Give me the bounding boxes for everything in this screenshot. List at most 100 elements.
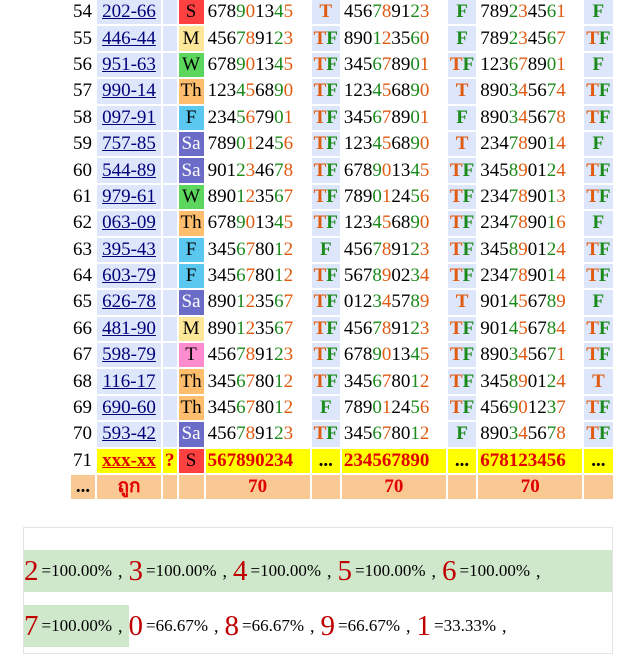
- code-link[interactable]: 446-44: [102, 27, 156, 49]
- digit-char: 2: [245, 291, 256, 313]
- digit-char: 9: [400, 106, 411, 128]
- code-link[interactable]: 544-89: [102, 159, 156, 181]
- digit-char: 3: [283, 344, 294, 366]
- digit-char: 1: [264, 27, 275, 49]
- false-mark: F: [326, 317, 338, 339]
- code-link[interactable]: 116-17: [102, 370, 156, 392]
- digit-char: 1: [419, 106, 430, 128]
- digit-char: 4: [499, 212, 509, 234]
- stats-line-2: 7 =100.00%, 0 =66.67%, 8 =66.67%, 9 =66.67%, 1 =3…: [24, 605, 612, 647]
- digits-cell: 789012456: [341, 184, 446, 210]
- day-badge: F: [178, 237, 204, 262]
- digit-char: 8: [362, 159, 373, 181]
- code-link[interactable]: xxx-xx: [102, 449, 156, 471]
- digit-char: 2: [353, 133, 363, 155]
- digit-char: 5: [353, 317, 363, 339]
- digit-char: 9: [236, 53, 246, 75]
- digits-cell: 678901345: [205, 0, 310, 25]
- digit-char: 0: [283, 80, 294, 102]
- false-mark: F: [462, 265, 475, 287]
- digit-char: 1: [410, 370, 420, 392]
- code-link[interactable]: 626-78: [102, 291, 156, 313]
- digit-char: 3: [362, 212, 373, 234]
- digit-char: 4: [410, 344, 420, 366]
- digit-char: 9: [489, 344, 500, 366]
- digit-char: 7: [508, 265, 519, 287]
- stat-separator: ,: [406, 615, 411, 636]
- results-table: 54 202-66 S 678901345 T 456789123 F 789234561 F 5…: [69, 0, 615, 501]
- spacer-cell: [163, 26, 177, 51]
- code-link[interactable]: 690-60: [102, 397, 156, 419]
- digit-char: 1: [537, 370, 547, 392]
- code-link[interactable]: 951-63: [102, 53, 156, 75]
- digit-char: 1: [527, 397, 538, 419]
- digit-char: 4: [343, 238, 354, 260]
- digit-char: 2: [217, 80, 227, 102]
- digit-char: 8: [480, 80, 490, 102]
- code-link[interactable]: 481-90: [102, 317, 156, 339]
- digits-cell: 456789123: [205, 343, 310, 368]
- false-mark: F: [598, 397, 611, 419]
- result-tf-cell: F: [311, 237, 340, 262]
- code-link[interactable]: 598-79: [102, 344, 156, 366]
- digit-char: 5: [245, 80, 256, 102]
- digit-char: 9: [362, 397, 373, 419]
- code-link[interactable]: 603-79: [102, 265, 156, 287]
- stat-digit: 3: [128, 554, 144, 587]
- digit-char: 0: [274, 106, 284, 128]
- digit-char: 9: [410, 133, 420, 155]
- digit-char: 6: [391, 133, 401, 155]
- digit-char: 6: [274, 185, 284, 207]
- code-cell: 395-43: [97, 237, 161, 262]
- digit-char: 8: [400, 80, 411, 102]
- stat-percent: =33.33%: [434, 616, 496, 635]
- digit-char: 5: [283, 1, 294, 23]
- false-mark: F: [456, 106, 468, 128]
- code-link[interactable]: 757-85: [102, 133, 156, 155]
- true-mark: T: [313, 291, 327, 313]
- false-mark: F: [592, 212, 605, 234]
- true-mark: T: [449, 185, 463, 207]
- code-link[interactable]: 202-66: [102, 1, 156, 23]
- digit-char: 6: [236, 370, 246, 392]
- row-number: 55: [71, 26, 95, 51]
- spacer-cell: [163, 0, 177, 25]
- digit-char: 9: [391, 1, 401, 23]
- false-mark: F: [326, 53, 338, 75]
- stat-separator: ,: [214, 615, 219, 636]
- result-tf-cell: TF: [447, 395, 477, 421]
- digit-char: 0: [419, 133, 430, 155]
- digit-char: 0: [419, 27, 430, 49]
- code-link[interactable]: 097-91: [102, 106, 156, 128]
- code-link[interactable]: 990-14: [102, 80, 156, 102]
- footer-row: ... ถูก 70 70 70: [71, 475, 613, 500]
- digit-char: 3: [283, 27, 294, 49]
- digit-char: 1: [255, 1, 265, 23]
- digits-cell: 678901345: [205, 52, 310, 78]
- digit-char: 5: [264, 291, 275, 313]
- digits-cell: 123456890: [205, 79, 310, 104]
- footer-label: ถูก: [97, 475, 161, 500]
- digit-char: 4: [207, 423, 218, 445]
- digit-char: 7: [217, 212, 227, 234]
- digit-char: 4: [274, 212, 284, 234]
- code-link[interactable]: 063-09: [102, 212, 156, 234]
- stat-percent: =66.67%: [242, 616, 304, 635]
- digit-char: 6: [391, 80, 401, 102]
- true-mark: T: [313, 159, 327, 181]
- digit-char: 7: [480, 1, 490, 23]
- code-link[interactable]: 395-43: [102, 238, 156, 260]
- digit-char: 7: [381, 423, 392, 445]
- digit-char: 0: [499, 344, 509, 366]
- ellipsis-cell: ...: [447, 448, 477, 474]
- code-link[interactable]: 979-61: [102, 185, 156, 207]
- code-link[interactable]: 593-42: [102, 423, 156, 445]
- false-mark: F: [598, 185, 611, 207]
- stat-separator: ,: [327, 560, 332, 581]
- digit-char: 2: [236, 159, 246, 181]
- digit-char: 5: [499, 238, 509, 260]
- false-mark: F: [598, 317, 611, 339]
- digit-char: 9: [236, 1, 246, 23]
- true-mark: T: [313, 27, 327, 49]
- digit-char: 3: [518, 1, 528, 23]
